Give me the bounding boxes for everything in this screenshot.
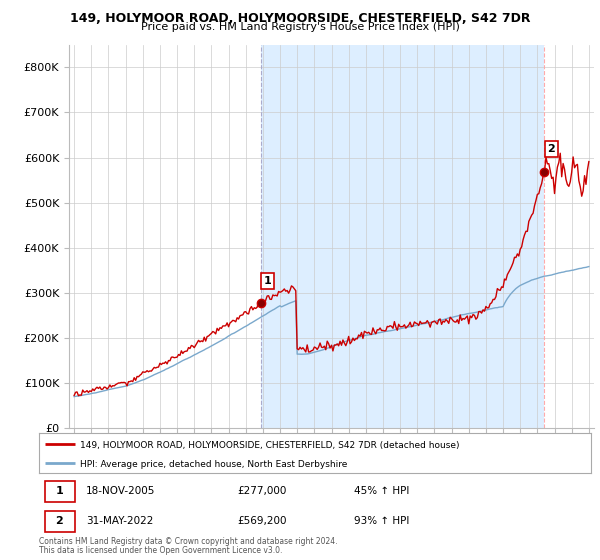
Text: HPI: Average price, detached house, North East Derbyshire: HPI: Average price, detached house, Nort…	[80, 460, 348, 469]
Text: This data is licensed under the Open Government Licence v3.0.: This data is licensed under the Open Gov…	[39, 547, 283, 556]
Text: 2: 2	[56, 516, 63, 526]
Text: Price paid vs. HM Land Registry's House Price Index (HPI): Price paid vs. HM Land Registry's House …	[140, 22, 460, 32]
Bar	[44, 480, 75, 502]
Text: Contains HM Land Registry data © Crown copyright and database right 2024.: Contains HM Land Registry data © Crown c…	[39, 538, 337, 547]
Bar	[44, 511, 75, 532]
Text: £277,000: £277,000	[238, 486, 287, 496]
Text: 2: 2	[547, 144, 555, 154]
Text: 93% ↑ HPI: 93% ↑ HPI	[353, 516, 409, 526]
Text: 45% ↑ HPI: 45% ↑ HPI	[353, 486, 409, 496]
Text: 18-NOV-2005: 18-NOV-2005	[86, 486, 155, 496]
Text: 31-MAY-2022: 31-MAY-2022	[86, 516, 153, 526]
Text: £569,200: £569,200	[238, 516, 287, 526]
Bar	[261, 45, 544, 428]
Text: 1: 1	[56, 486, 63, 496]
Text: 1: 1	[264, 276, 272, 286]
Text: 149, HOLYMOOR ROAD, HOLYMOORSIDE, CHESTERFIELD, S42 7DR (detached house): 149, HOLYMOOR ROAD, HOLYMOORSIDE, CHESTE…	[80, 441, 460, 450]
Text: 149, HOLYMOOR ROAD, HOLYMOORSIDE, CHESTERFIELD, S42 7DR: 149, HOLYMOOR ROAD, HOLYMOORSIDE, CHESTE…	[70, 12, 530, 25]
